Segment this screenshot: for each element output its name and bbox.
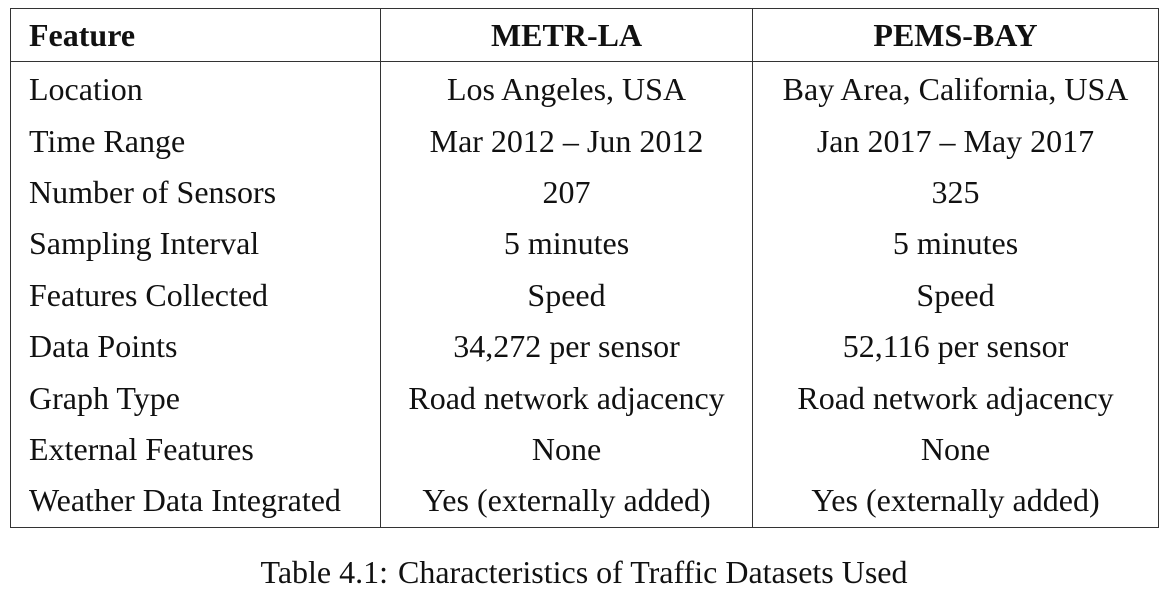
header-feature: Feature xyxy=(10,8,381,62)
table-row: Features Collected Speed Speed xyxy=(10,269,1159,321)
row-feature-cell: Time Range xyxy=(10,115,381,167)
row-feature-cell: Sampling Interval xyxy=(10,218,381,270)
table-row: Time Range Mar 2012 – Jun 2012 Jan 2017 … xyxy=(10,115,1159,167)
row-pems-bay-cell: Speed xyxy=(752,269,1159,321)
row-feature-cell: Number of Sensors xyxy=(10,166,381,219)
row-feature-cell: Features Collected xyxy=(10,269,381,321)
table-header-row: Feature METR-LA PEMS-BAY xyxy=(10,8,1159,62)
row-metr-la-cell: Mar 2012 – Jun 2012 xyxy=(380,115,753,167)
row-pems-bay-cell: 325 xyxy=(752,166,1159,219)
table-row: External Features None None xyxy=(10,423,1159,476)
row-metr-la-cell: 207 xyxy=(380,166,753,219)
row-pems-bay-cell: 5 minutes xyxy=(752,218,1159,270)
row-metr-la-cell: None xyxy=(380,423,753,476)
caption-number: Table 4.1: xyxy=(260,554,389,590)
table-row: Data Points 34,272 per sensor 52,116 per… xyxy=(10,320,1159,373)
row-pems-bay-cell: None xyxy=(752,423,1159,476)
row-metr-la-cell: 34,272 per sensor xyxy=(380,320,753,373)
table-row: Weather Data Integrated Yes (externally … xyxy=(10,475,1159,528)
row-metr-la-cell: Los Angeles, USA xyxy=(380,61,753,116)
caption-text: Characteristics of Traffic Datasets Used xyxy=(398,554,908,590)
row-feature-cell: Graph Type xyxy=(10,372,381,424)
row-pems-bay-cell: Bay Area, California, USA xyxy=(752,61,1159,116)
table-row: Location Los Angeles, USA Bay Area, Cali… xyxy=(10,61,1159,116)
row-metr-la-cell: 5 minutes xyxy=(380,218,753,270)
row-pems-bay-cell: Jan 2017 – May 2017 xyxy=(752,115,1159,167)
row-pems-bay-cell: 52,116 per sensor xyxy=(752,320,1159,373)
row-metr-la-cell: Yes (externally added) xyxy=(380,475,753,528)
table-row: Number of Sensors 207 325 xyxy=(10,166,1159,219)
row-pems-bay-cell: Yes (externally added) xyxy=(752,475,1159,528)
row-feature-cell: Weather Data Integrated xyxy=(10,475,381,528)
row-pems-bay-cell: Road network adjacency xyxy=(752,372,1159,424)
table-row: Sampling Interval 5 minutes 5 minutes xyxy=(10,218,1159,270)
dataset-characteristics-table: Feature METR-LA PEMS-BAY Location Los An… xyxy=(10,8,1159,528)
row-metr-la-cell: Road network adjacency xyxy=(380,372,753,424)
row-feature-cell: Data Points xyxy=(10,320,381,373)
header-pems-bay: PEMS-BAY xyxy=(752,8,1159,62)
header-metr-la: METR-LA xyxy=(380,8,753,62)
table-row: Graph Type Road network adjacency Road n… xyxy=(10,372,1159,424)
row-feature-cell: External Features xyxy=(10,423,381,476)
row-feature-cell: Location xyxy=(10,61,381,116)
table-caption: Table 4.1: Characteristics of Traffic Dat… xyxy=(0,552,1168,592)
row-metr-la-cell: Speed xyxy=(380,269,753,321)
